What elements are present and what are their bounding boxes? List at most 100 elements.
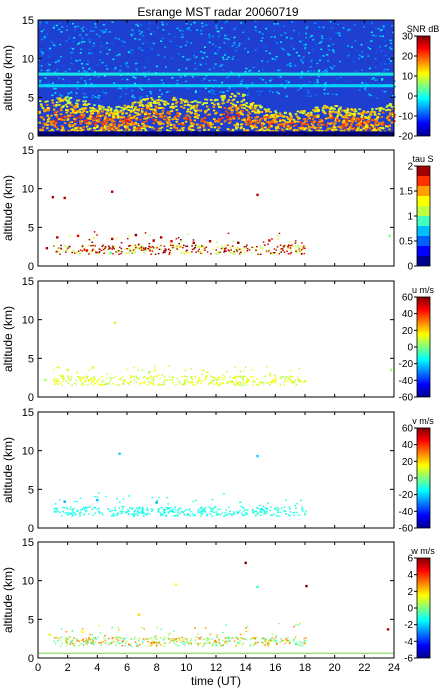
data-pixel bbox=[225, 247, 227, 249]
data-pixel bbox=[87, 641, 89, 644]
snr-cell bbox=[339, 114, 343, 116]
snr-cell bbox=[39, 49, 42, 51]
snr-cell bbox=[219, 96, 222, 98]
data-pixel bbox=[268, 639, 270, 641]
data-pixel bbox=[259, 510, 262, 512]
data-pixel bbox=[104, 247, 106, 250]
snr-cell bbox=[290, 122, 293, 125]
data-pixel bbox=[184, 382, 187, 384]
snr-cell bbox=[105, 47, 108, 49]
data-pixel bbox=[121, 641, 123, 644]
snr-cell bbox=[378, 107, 382, 110]
snr-cell bbox=[190, 101, 193, 104]
snr-cell bbox=[285, 80, 288, 83]
data-pixel bbox=[191, 381, 194, 383]
snr-cell bbox=[161, 24, 164, 26]
data-pixel bbox=[135, 376, 138, 379]
snr-cell bbox=[61, 106, 64, 109]
snr-cell bbox=[314, 22, 317, 24]
snr-cell bbox=[54, 122, 58, 124]
data-point bbox=[110, 190, 114, 193]
snr-cell bbox=[348, 114, 351, 117]
snr-cell bbox=[350, 46, 353, 48]
data-pixel bbox=[183, 642, 186, 644]
snr-cell bbox=[320, 118, 323, 121]
data-pixel bbox=[283, 510, 285, 512]
snr-cell bbox=[384, 54, 387, 56]
data-pixel bbox=[57, 383, 59, 385]
data-pixel bbox=[56, 366, 59, 369]
snr-cell bbox=[82, 110, 85, 112]
snr-cell bbox=[71, 109, 75, 112]
snr-cell bbox=[351, 118, 354, 121]
data-pixel bbox=[202, 510, 204, 513]
snr-cell bbox=[251, 124, 255, 127]
data-pixel bbox=[138, 506, 141, 508]
snr-cell bbox=[204, 87, 207, 90]
snr-cell bbox=[193, 21, 196, 24]
data-pixel bbox=[230, 251, 232, 254]
snr-cell bbox=[337, 110, 340, 112]
snr-cell bbox=[130, 123, 134, 126]
snr-cell bbox=[185, 99, 188, 102]
snr-cell bbox=[296, 120, 300, 123]
data-pixel bbox=[280, 507, 283, 509]
data-pixel bbox=[169, 510, 172, 513]
data-pixel bbox=[156, 375, 158, 378]
data-pixel bbox=[250, 638, 252, 641]
snr-cell bbox=[269, 80, 272, 82]
data-pixel bbox=[141, 510, 144, 512]
data-pixel bbox=[130, 637, 133, 640]
data-pixel bbox=[269, 375, 272, 377]
data-pixel bbox=[102, 514, 104, 516]
snr-cell bbox=[77, 43, 80, 45]
snr-cell bbox=[125, 112, 128, 115]
data-pixel bbox=[202, 509, 204, 512]
snr-cell bbox=[299, 111, 302, 114]
snr-cell bbox=[143, 124, 147, 127]
snr-cell bbox=[260, 32, 263, 35]
data-pixel bbox=[192, 239, 195, 241]
snr-cell bbox=[336, 77, 339, 80]
snr-cell bbox=[89, 117, 93, 120]
snr-cell bbox=[323, 58, 326, 61]
snr-cell bbox=[158, 103, 161, 106]
snr-cell bbox=[99, 107, 103, 110]
data-pixel bbox=[238, 510, 241, 512]
snr-cell bbox=[237, 115, 240, 117]
data-pixel bbox=[111, 509, 114, 512]
snr-cell bbox=[379, 63, 382, 65]
data-pixel bbox=[141, 244, 143, 247]
snr-cell bbox=[313, 115, 316, 118]
snr-cell bbox=[125, 106, 129, 109]
snr-cell bbox=[204, 111, 207, 114]
snr-cell bbox=[113, 125, 116, 128]
data-pixel bbox=[201, 245, 203, 247]
data-pixel bbox=[245, 638, 247, 641]
data-pixel bbox=[201, 252, 203, 255]
data-pixel bbox=[231, 245, 234, 247]
data-pixel bbox=[140, 246, 143, 249]
data-pixel bbox=[123, 379, 125, 382]
snr-cell bbox=[243, 119, 247, 121]
data-pixel bbox=[198, 379, 200, 381]
plot-frame bbox=[37, 411, 395, 529]
snr-cell bbox=[60, 95, 63, 97]
snr-cell bbox=[74, 112, 77, 115]
data-pixel bbox=[295, 641, 298, 644]
snr-cell bbox=[230, 102, 233, 105]
snr-cell bbox=[98, 108, 101, 111]
snr-cell bbox=[68, 124, 71, 126]
data-pixel bbox=[304, 380, 306, 382]
data-pixel bbox=[214, 506, 216, 509]
data-pixel bbox=[119, 379, 121, 381]
snr-cell bbox=[146, 125, 149, 127]
snr-cell bbox=[64, 97, 67, 100]
snr-cell bbox=[176, 83, 179, 85]
snr-cell bbox=[124, 108, 128, 110]
data-pixel bbox=[159, 377, 161, 380]
data-pixel bbox=[160, 506, 163, 509]
